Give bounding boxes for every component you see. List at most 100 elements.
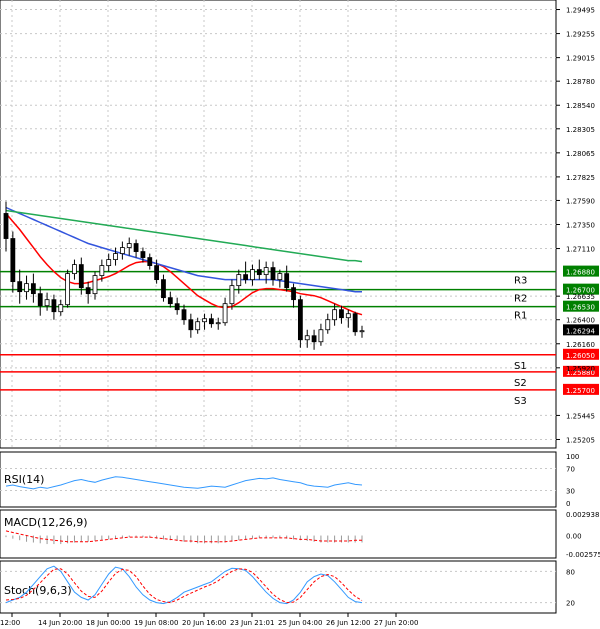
candle-body	[72, 264, 77, 275]
time-tick-label: 27 Jun 20:00	[374, 619, 418, 627]
price-tick-label: 1.25205	[566, 436, 595, 444]
stoch-label: Stoch(9,6,3)	[4, 584, 72, 597]
time-tick-label: 26 Jun 12:00	[326, 619, 370, 627]
time-tick-label: 25 Jun 04:00	[278, 619, 322, 627]
candle-body	[250, 269, 255, 281]
price-tick-label: 1.25920	[566, 365, 595, 373]
pivot-level-value: 1.25700	[566, 387, 595, 395]
candle-body	[277, 273, 283, 281]
pivot-level-name: R3	[514, 276, 527, 287]
candle-body	[352, 313, 358, 333]
macd-series	[5, 530, 363, 545]
time-axis: 12:00 14 Jun 20:00 18 Jun 00:00 19 Jun 08:0…	[0, 613, 418, 627]
time-tick-label: 20 Jun 16:00	[182, 619, 226, 627]
price-tick-label: 1.28780	[566, 78, 595, 86]
candle-body	[243, 274, 249, 281]
macd-tick-label: 0.002938	[566, 511, 599, 519]
pivot-level-value: 1.26530	[566, 304, 595, 312]
candle-body	[58, 304, 64, 313]
macd-tick-label: 0.00	[566, 533, 582, 541]
time-tick-label: 23 Jun 21:01	[230, 619, 274, 627]
stoch-pane: Stoch(9,6,3) 80 20	[0, 560, 575, 614]
candle-body	[236, 274, 242, 287]
candle-body	[167, 297, 173, 305]
candle-body	[174, 303, 180, 311]
candle-body	[119, 247, 125, 254]
moving-average-line	[5, 206, 362, 293]
macd-pane: MACD(12,26,9) 0.002938 0.00 -0.002575	[0, 509, 600, 559]
pivot-level-name: S3	[514, 396, 527, 407]
time-tick-label: 14 Jun 20:00	[38, 619, 82, 627]
candle-body	[99, 265, 105, 277]
stoch-series	[0, 565, 556, 605]
candle-body	[195, 321, 201, 331]
macd-pane-frame	[0, 509, 557, 559]
candle-body	[161, 279, 166, 299]
price-pane-frame	[0, 0, 557, 449]
price-axis: 1.29495 1.29255 1.29015 1.28780 1.28540 1.283…	[556, 7, 595, 444]
pivot-level-name: S2	[514, 378, 527, 389]
macd-axis: 0.002938 0.00 -0.002575	[566, 511, 600, 559]
pivot-level-tag	[563, 283, 599, 295]
candle-body	[188, 319, 194, 331]
price-tick-label: 1.26400	[566, 317, 595, 325]
candle-body	[78, 264, 84, 289]
rsi-tick-label: 70	[566, 466, 575, 474]
candle-body	[140, 251, 146, 258]
price-pane: R3 1.26880 R2 1.26700 R1 1.26530 S1 1.26050 S2 1.…	[0, 0, 599, 449]
stoch-pane-frame	[0, 560, 557, 614]
rsi-pane: RSI(14) 100 70 30 0	[0, 451, 579, 508]
candle-body	[181, 309, 187, 321]
time-tick-label: 19 Jun 08:00	[134, 619, 178, 627]
candle-body	[133, 243, 139, 252]
candle-body	[126, 243, 132, 248]
price-tick-label: 1.27825	[566, 174, 595, 182]
candle-body	[345, 313, 351, 319]
stoch-axis: 80 20	[566, 568, 575, 607]
candle-body	[263, 267, 269, 276]
candle-body	[3, 213, 9, 239]
rsi-axis: 100 70 30 0	[566, 453, 579, 508]
pivot-level-value: 1.26880	[566, 269, 595, 277]
price-tick-label: 1.28065	[566, 150, 595, 158]
macd-label: MACD(12,26,9)	[4, 516, 88, 529]
moving-average-line	[5, 209, 363, 263]
price-tick-label: 1.27350	[566, 222, 595, 230]
price-tick-label: 1.26635	[566, 293, 595, 301]
pivot-level-value: 1.26050	[566, 352, 595, 360]
candle-body	[339, 309, 344, 319]
stoch-tick-label: 80	[566, 568, 575, 576]
price-tick-label: 1.25445	[566, 412, 595, 420]
candle-body	[113, 253, 118, 260]
price-tick-label: 1.28540	[566, 102, 595, 110]
candle-body	[270, 267, 276, 281]
candle-body	[325, 319, 331, 331]
candle-body	[304, 335, 310, 341]
candle-body	[106, 259, 112, 266]
pivot-level-value: 1.26700	[566, 287, 595, 295]
candle-body	[215, 322, 221, 325]
candle-body	[147, 257, 153, 266]
candle-body	[222, 303, 228, 324]
price-tick-label: 1.27590	[566, 197, 595, 205]
pivot-level-name: S1	[514, 361, 527, 372]
rsi-tick-label: 100	[566, 453, 579, 461]
candle-body	[85, 287, 91, 295]
candle-body	[256, 269, 262, 276]
candle-body	[154, 265, 160, 281]
price-tick-label: 1.27110	[566, 246, 595, 254]
candle-body	[202, 318, 207, 323]
pivot-level-tag	[563, 300, 599, 312]
candle-body	[284, 273, 290, 289]
candle-body	[92, 275, 98, 295]
price-tick-label: 1.28305	[566, 126, 595, 134]
candles	[3, 201, 365, 350]
time-tick-label: 12:00	[0, 619, 20, 627]
candle-body	[17, 281, 23, 293]
price-tick-label: 1.29495	[566, 7, 595, 15]
time-tick-label: 18 Jun 00:00	[86, 619, 130, 627]
rsi-tick-label: 0	[566, 500, 570, 508]
candle-body	[229, 285, 235, 305]
pivot-level-name: R2	[514, 294, 527, 305]
candle-body	[30, 283, 36, 295]
